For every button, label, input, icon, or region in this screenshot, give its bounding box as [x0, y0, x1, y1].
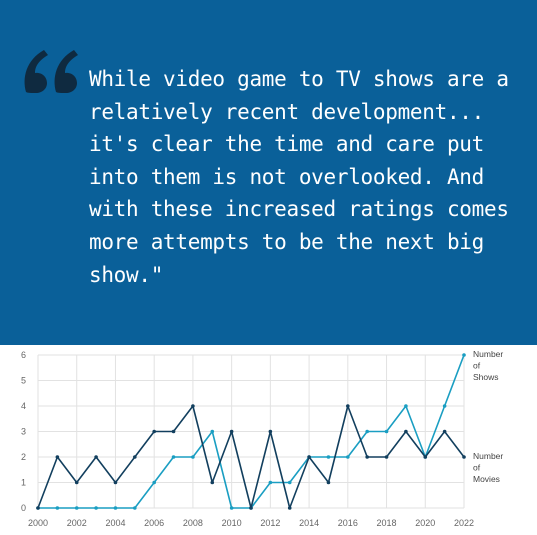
data-point	[326, 480, 331, 485]
quote-text: While video game to TV shows are a relat…	[89, 67, 509, 287]
series-lines	[36, 353, 466, 510]
data-point	[55, 506, 60, 510]
data-point	[365, 455, 369, 459]
data-point	[268, 429, 273, 434]
data-point	[113, 506, 118, 510]
data-point	[442, 429, 447, 434]
y-tick-label: 6	[21, 350, 26, 360]
series-label: Number	[473, 451, 503, 461]
data-point	[152, 480, 156, 485]
data-point	[268, 480, 273, 485]
x-tick-label: 2022	[454, 518, 474, 528]
axis-ticks: 0 1 2 3 4 5 6 2000 2002 2004 2006 2008 2010 2012 2014 2…	[21, 350, 474, 528]
data-point	[74, 506, 79, 510]
data-point	[191, 404, 195, 408]
data-point	[346, 455, 350, 459]
data-point	[346, 404, 350, 408]
data-point	[152, 429, 156, 434]
series-label: Number	[473, 349, 503, 359]
x-tick-label: 2020	[415, 518, 435, 528]
series-label: Shows	[473, 372, 499, 382]
series-label: of	[473, 463, 481, 473]
data-point	[113, 480, 118, 485]
x-tick-label: 2006	[144, 518, 164, 528]
data-point	[442, 404, 447, 408]
y-tick-label: 2	[21, 452, 26, 462]
data-point	[462, 353, 466, 357]
x-tick-label: 2004	[105, 518, 125, 528]
x-tick-label: 2012	[260, 518, 280, 528]
x-tick-label: 2008	[183, 518, 203, 528]
data-point	[384, 455, 389, 459]
quote-panel: While video game to TV shows are a relat…	[0, 0, 537, 345]
data-point	[249, 506, 253, 510]
data-point	[133, 455, 137, 459]
data-point	[94, 506, 98, 510]
data-point	[210, 480, 215, 485]
grid-lines	[37, 354, 465, 509]
data-point	[210, 429, 215, 434]
data-point	[171, 455, 176, 459]
line-chart: 0 1 2 3 4 5 6 2000 2002 2004 2006 2008 2010 2012 2014 2…	[21, 349, 503, 528]
data-point	[133, 506, 137, 510]
data-point	[94, 455, 98, 459]
data-point	[326, 455, 331, 459]
data-point	[229, 506, 234, 510]
data-point	[384, 429, 389, 434]
x-tick-label: 2014	[299, 518, 319, 528]
y-tick-label: 1	[21, 478, 26, 488]
data-point	[462, 455, 466, 459]
x-tick-label: 2000	[28, 518, 48, 528]
data-point	[404, 404, 408, 408]
y-tick-label: 3	[21, 427, 26, 437]
series-label: of	[473, 361, 481, 371]
x-tick-label: 2018	[377, 518, 397, 528]
data-point	[229, 429, 234, 434]
y-tick-label: 4	[21, 401, 26, 411]
data-point	[36, 506, 40, 510]
x-tick-label: 2016	[338, 518, 358, 528]
data-point	[287, 480, 292, 485]
x-tick-label: 2010	[222, 518, 242, 528]
data-point	[307, 455, 311, 459]
data-point	[365, 429, 369, 434]
y-tick-label: 0	[21, 503, 26, 513]
data-point	[404, 429, 408, 434]
x-tick-label: 2002	[67, 518, 87, 528]
data-point	[74, 480, 79, 485]
quote-mark-icon	[24, 50, 78, 93]
data-point	[423, 455, 428, 459]
data-point	[171, 429, 176, 434]
y-tick-label: 5	[21, 376, 26, 386]
data-point	[287, 506, 292, 510]
data-point	[191, 455, 195, 459]
data-point	[55, 455, 60, 459]
series-label: Movies	[473, 474, 500, 484]
